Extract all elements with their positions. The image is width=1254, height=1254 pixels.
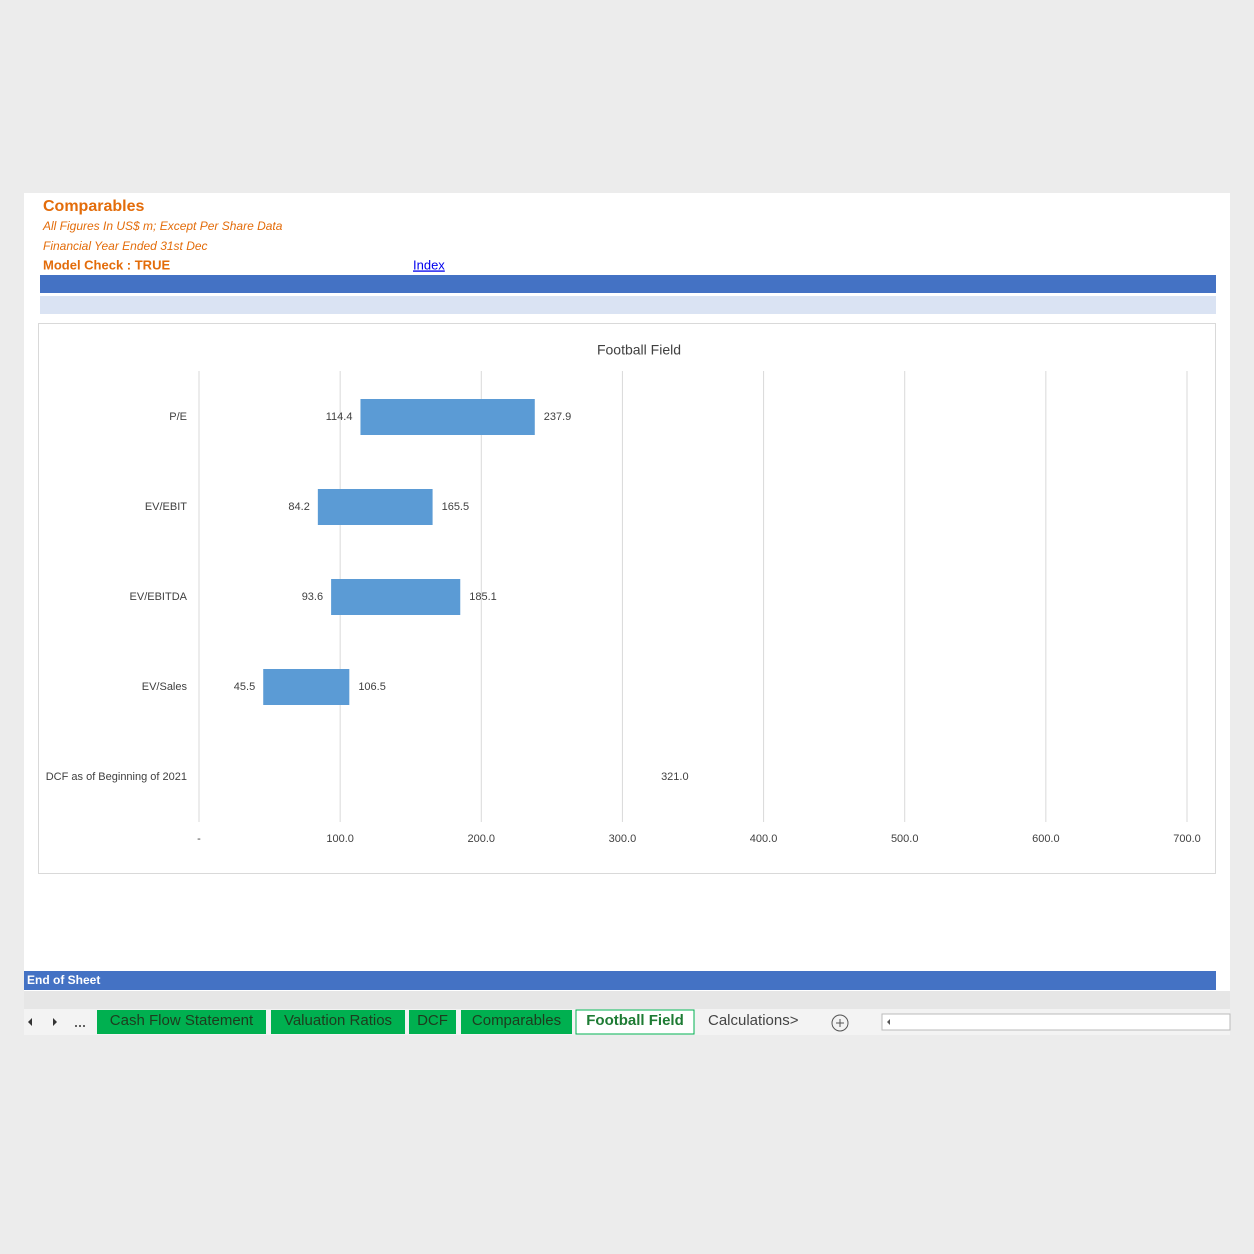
x-tick-label: 600.0	[1032, 833, 1060, 845]
more[interactable]	[75, 1025, 77, 1027]
sheet-tab[interactable]	[97, 1010, 266, 1034]
sheet-tab[interactable]	[461, 1010, 572, 1034]
data-label: 45.5	[234, 681, 255, 693]
tabs: Cash Flow Statement Valuation Ratios DCF Co…	[97, 1009, 799, 1035]
sheet-tab[interactable]	[271, 1010, 405, 1034]
x-tick-label: 200.0	[468, 833, 496, 845]
x-tick-label: 700.0	[1173, 833, 1201, 845]
header-band	[40, 275, 1216, 293]
data-label: 321.0	[661, 771, 689, 783]
category-label: DCF as of Beginning of 2021	[46, 771, 187, 783]
x-tick-label: -	[197, 833, 201, 845]
sheet-tab[interactable]	[575, 1009, 695, 1035]
category-label: EV/EBIT	[145, 501, 187, 513]
data-label: 165.5	[442, 501, 470, 513]
range-bar	[263, 669, 350, 705]
range-bar	[317, 489, 433, 525]
footer-band	[24, 971, 1216, 990]
data-label: 84.2	[288, 501, 309, 513]
sheet-title: Comparables	[43, 198, 144, 215]
more	[79, 1025, 81, 1027]
model-check: Model Check : TRUE	[43, 257, 170, 272]
category-label: EV/EBITDA	[130, 591, 188, 603]
tab-label[interactable]: Calculations>	[708, 1012, 799, 1029]
index-link[interactable]: Index	[413, 257, 445, 272]
tab-label[interactable]: Valuation Ratios	[284, 1012, 392, 1029]
tab-label[interactable]: Comparables	[472, 1012, 561, 1029]
scroll-right[interactable]	[53, 1018, 57, 1026]
x-tick-label: 500.0	[891, 833, 919, 845]
header-band	[40, 296, 1216, 314]
data-label: 114.4	[326, 411, 353, 423]
scroll-arrow	[887, 1019, 890, 1025]
subtitle: Financial Year Ended 31st Dec	[43, 239, 208, 253]
plot: - 100.0 200.0 300.0 400.0 500.0 600.0 700.0 P/E 1…	[46, 371, 1201, 845]
chart-title: Football Field	[597, 342, 681, 358]
data-label: 185.1	[469, 591, 497, 603]
end-of-sheet: End of Sheet	[27, 973, 100, 987]
data-label: 93.6	[302, 591, 323, 603]
sheet-tab[interactable]	[409, 1010, 456, 1034]
more	[83, 1025, 85, 1027]
add-sheet-icon	[836, 1019, 844, 1027]
data-label: 106.5	[358, 681, 386, 693]
range-bar	[360, 399, 535, 435]
scroll-left[interactable]	[28, 1018, 32, 1026]
range-bar	[331, 579, 461, 615]
category-label: EV/Sales	[142, 681, 188, 693]
tab-label[interactable]: DCF	[417, 1012, 448, 1029]
chart-area	[38, 323, 1216, 874]
x-tick-label: 400.0	[750, 833, 778, 845]
tab-label[interactable]: Cash Flow Statement	[110, 1012, 254, 1029]
x-tick-label: 100.0	[326, 833, 354, 845]
add-sheet[interactable]	[831, 1014, 849, 1032]
x-tick-label: 300.0	[609, 833, 637, 845]
scroll-gap	[24, 991, 1230, 1009]
tab-bar: Cash Flow Statement Valuation Ratios DCF Co…	[24, 1009, 1231, 1035]
subtitle: All Figures In US$ m; Except Per Share D…	[42, 219, 283, 233]
category-label: P/E	[169, 411, 187, 423]
data-label: 237.9	[544, 411, 572, 423]
h-scrollbar[interactable]	[881, 1013, 1231, 1031]
tab-label[interactable]: Football Field	[586, 1012, 684, 1029]
